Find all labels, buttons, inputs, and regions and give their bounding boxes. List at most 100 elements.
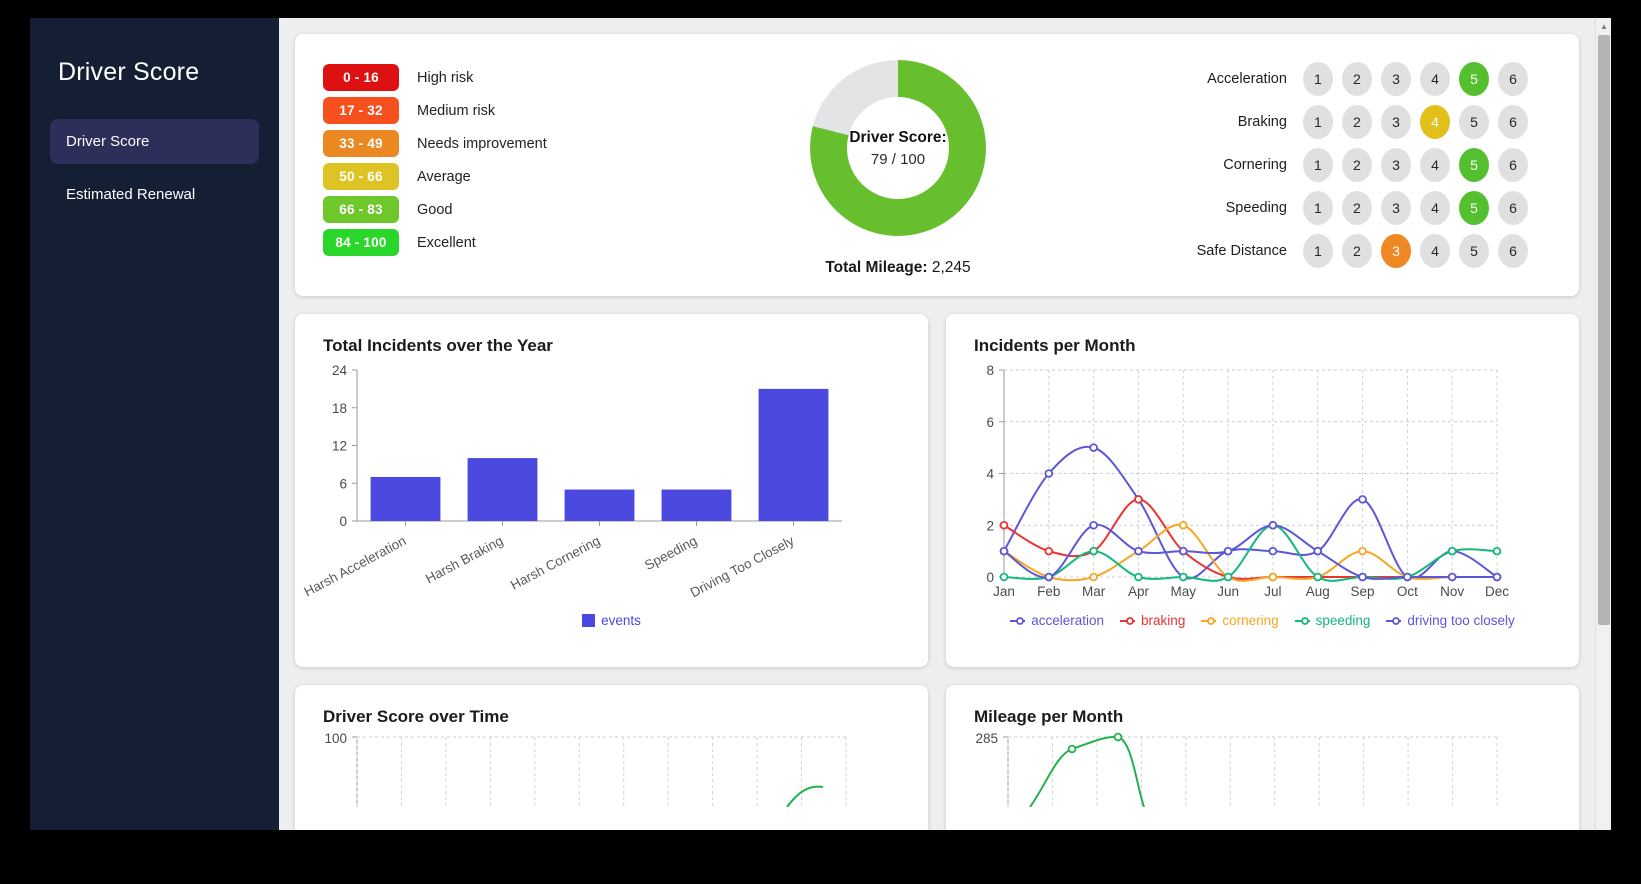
data-point-marker[interactable] [1089, 572, 1098, 582]
legend-swatch-icon [582, 614, 596, 627]
data-point-marker[interactable] [1358, 572, 1367, 582]
x-axis-tick-label: Jan [993, 584, 1015, 599]
rating-dot[interactable]: 6 [1498, 62, 1529, 96]
rating-dot[interactable]: 1 [1302, 191, 1333, 225]
data-point-marker[interactable] [1313, 572, 1323, 582]
content-scroll-area: 0 - 16 High risk 17 - 32 Medium risk 33 - 49… [279, 18, 1611, 830]
data-point-marker[interactable] [1067, 744, 1077, 754]
rating-dot[interactable]: 1 [1302, 148, 1333, 182]
data-point-marker[interactable] [1134, 546, 1143, 556]
data-point-marker[interactable] [1044, 572, 1054, 582]
legend-line-marker-icon [1386, 616, 1402, 626]
legend-item[interactable]: events [582, 613, 641, 628]
data-point-marker[interactable] [1044, 546, 1054, 556]
bar[interactable] [564, 489, 635, 521]
data-point-marker[interactable] [1089, 520, 1098, 530]
data-point-marker[interactable] [1134, 572, 1143, 582]
rating-dot[interactable]: 1 [1302, 105, 1333, 139]
rating-dot[interactable]: 4 [1419, 148, 1450, 182]
data-point-marker[interactable] [1134, 495, 1143, 504]
rating-dot[interactable]: 2 [1341, 148, 1372, 182]
donut-value: 79 / 100 [870, 150, 926, 168]
bar-category-label: Harsh Cornering [508, 533, 602, 593]
rating-dot[interactable]: 1 [1302, 62, 1333, 96]
rating-dot[interactable]: 1 [1302, 234, 1333, 268]
rating-dot-selected[interactable]: 4 [1419, 105, 1450, 139]
sidebar: Driver Score Driver Score Estimated Renew… [30, 18, 279, 830]
data-point-marker[interactable] [1223, 546, 1233, 556]
legend-item[interactable]: speeding [1294, 613, 1370, 628]
driver-score-summary-card: 0 - 16 High risk 17 - 32 Medium risk 33 - 49… [295, 34, 1579, 296]
bar[interactable] [661, 489, 732, 521]
data-point-marker[interactable] [1358, 546, 1367, 556]
svg-text:18: 18 [332, 401, 347, 416]
rating-dot[interactable]: 6 [1498, 105, 1529, 139]
rating-dot[interactable]: 6 [1498, 191, 1529, 225]
scrollbar-thumb[interactable] [1598, 35, 1610, 625]
legend-label: acceleration [1031, 613, 1105, 628]
total-incidents-legend: events [295, 613, 928, 628]
data-point-marker[interactable] [999, 546, 1009, 556]
rating-dot[interactable]: 4 [1419, 234, 1450, 268]
data-point-marker[interactable] [1358, 495, 1367, 504]
rating-dot[interactable]: 5 [1458, 234, 1489, 268]
legend-item[interactable]: cornering [1201, 613, 1279, 628]
rating-dot[interactable]: 3 [1380, 148, 1411, 182]
rating-dot[interactable]: 2 [1341, 234, 1372, 268]
data-point-marker[interactable] [1268, 520, 1278, 530]
bar-category-label: Harsh Braking [423, 533, 506, 586]
data-point-marker[interactable] [999, 572, 1009, 582]
data-point-marker[interactable] [1113, 732, 1123, 742]
rating-dot[interactable]: 2 [1341, 105, 1372, 139]
data-point-marker[interactable] [1178, 520, 1188, 530]
rating-dot-selected[interactable]: 5 [1458, 191, 1489, 225]
rating-dot[interactable]: 4 [1419, 191, 1450, 225]
legend-item[interactable]: acceleration [1010, 613, 1104, 628]
rating-row: Acceleration 1 2 3 4 5 6 [1181, 62, 1537, 96]
data-point-marker[interactable] [1268, 572, 1278, 582]
data-point-marker[interactable] [1403, 572, 1412, 582]
rating-dot[interactable]: 3 [1380, 105, 1411, 139]
bar[interactable] [467, 458, 538, 521]
score-scale-row: 50 - 66 Average [323, 163, 615, 190]
data-point-marker[interactable] [1089, 546, 1098, 556]
data-point-marker[interactable] [999, 520, 1009, 530]
rating-dot[interactable]: 6 [1498, 148, 1529, 182]
data-point-marker[interactable] [1492, 546, 1502, 556]
data-point-marker[interactable] [1223, 572, 1233, 582]
score-scale-range-chip: 50 - 66 [323, 163, 399, 190]
rating-dot[interactable]: 2 [1341, 62, 1372, 96]
rating-dot[interactable]: 5 [1458, 105, 1489, 139]
total-incidents-title: Total Incidents over the Year [323, 336, 553, 355]
rating-dot[interactable]: 2 [1341, 191, 1372, 225]
rating-dot-selected[interactable]: 5 [1458, 62, 1489, 96]
scroll-up-arrow-icon[interactable]: ▲ [1600, 21, 1608, 31]
rating-row: Safe Distance 1 2 3 4 5 6 [1181, 234, 1537, 268]
data-point-marker[interactable] [1313, 546, 1323, 556]
data-point-marker[interactable] [1089, 443, 1098, 452]
data-point-marker[interactable] [1447, 572, 1457, 582]
sidebar-item-estimated-renewal[interactable]: Estimated Renewal [50, 172, 259, 217]
sidebar-item-driver-score[interactable]: Driver Score [50, 119, 259, 164]
bar[interactable] [370, 476, 441, 521]
bar-category-label: Harsh Acceleration [301, 533, 408, 599]
legend-item[interactable]: braking [1120, 613, 1185, 628]
rating-dot[interactable]: 3 [1380, 191, 1411, 225]
data-point-marker[interactable] [1492, 572, 1502, 582]
bar[interactable] [758, 388, 829, 521]
data-point-marker[interactable] [1447, 546, 1457, 556]
rating-dot-selected[interactable]: 3 [1380, 234, 1411, 268]
data-point-marker[interactable] [1178, 572, 1188, 582]
legend-item[interactable]: driving too closely [1386, 613, 1515, 628]
vertical-scrollbar[interactable]: ▲ [1595, 18, 1611, 830]
sidebar-item-label: Estimated Renewal [66, 186, 196, 203]
data-point-marker[interactable] [1268, 546, 1278, 556]
rating-dot[interactable]: 3 [1380, 62, 1411, 96]
data-point-marker[interactable] [1178, 546, 1188, 556]
rating-dot[interactable]: 6 [1498, 234, 1529, 268]
rating-category-label: Acceleration [1207, 71, 1287, 87]
sidebar-brand: Driver Score [58, 58, 200, 86]
rating-dot-selected[interactable]: 5 [1458, 148, 1489, 182]
rating-dot[interactable]: 4 [1419, 62, 1450, 96]
data-point-marker[interactable] [1044, 469, 1054, 478]
